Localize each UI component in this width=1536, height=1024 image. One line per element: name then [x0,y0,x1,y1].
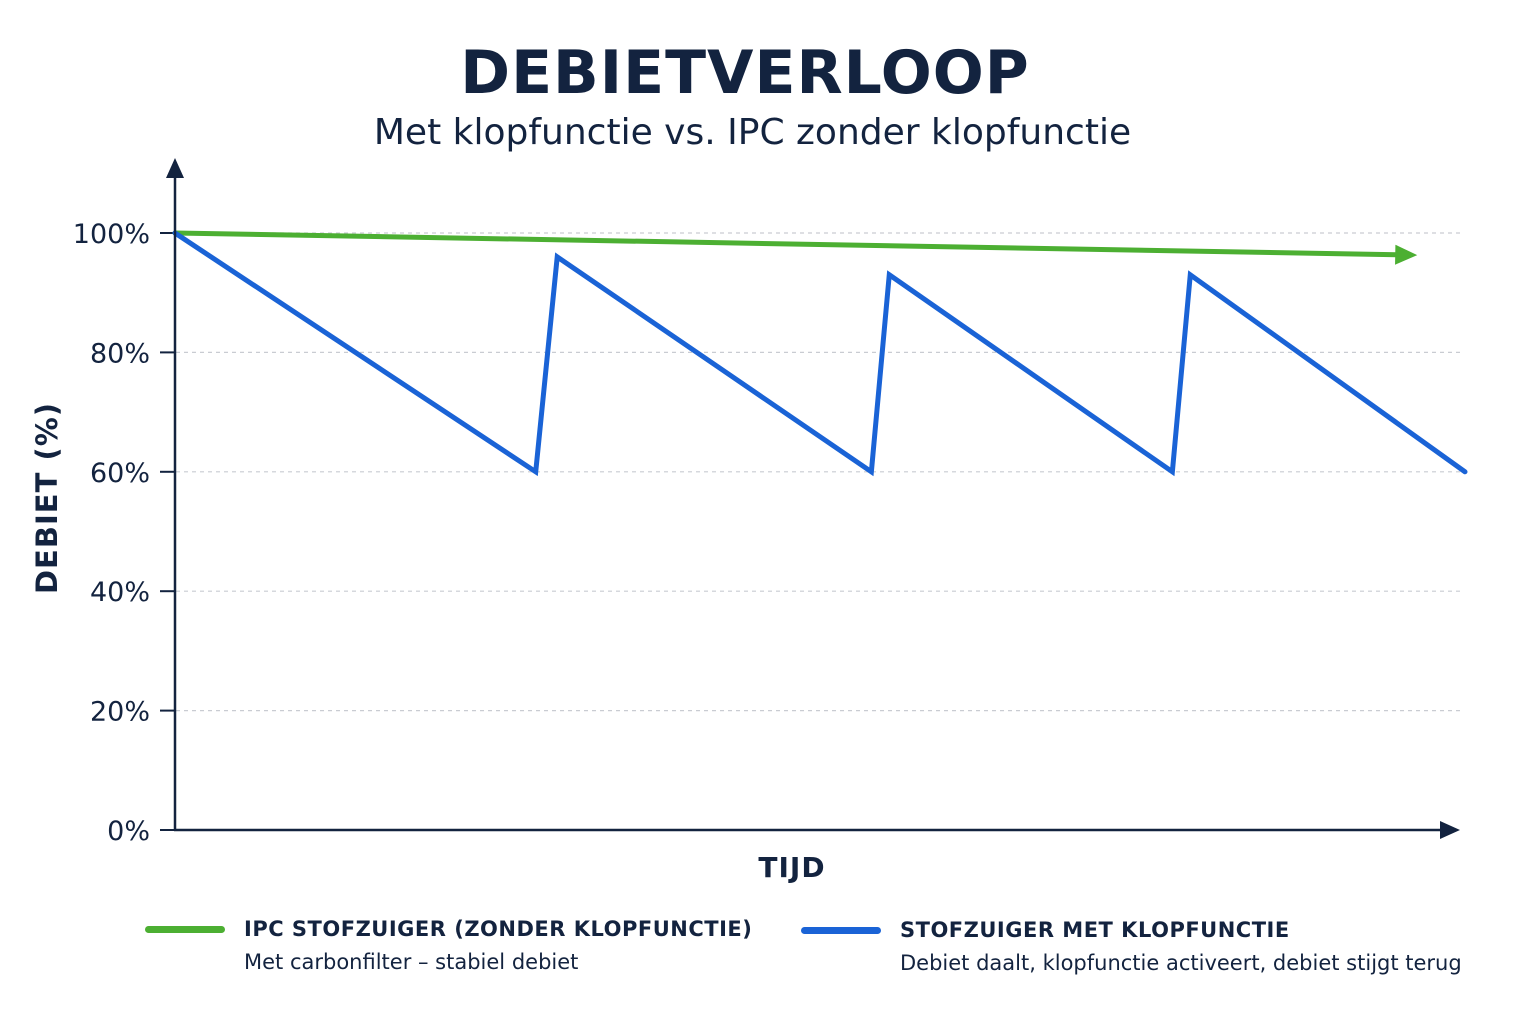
chart-subtitle: Met klopfunctie vs. IPC zonder klopfunct… [373,112,1132,153]
y-tick-label-60: 60% [90,458,150,489]
x-axis-label: TIJD [758,851,825,884]
axis-layer [166,158,1460,839]
grid-layer [176,232,1460,712]
legend-desc-ipc: Met carbonfilter – stabiel debiet [244,950,579,974]
chart-title: DEBIETVERLOOP [460,38,1030,108]
y-tick-label-0: 0% [107,816,150,847]
legend-name-ipc: IPC STOFZUIGER (ZONDER KLOPFUNCTIE) [244,917,753,941]
y-tick-label-40: 40% [90,577,150,608]
legend-desc-klopfunctie: Debiet daalt, klopfunctie activeert, deb… [900,951,1462,975]
y-tick-label-80: 80% [90,338,150,369]
series-layer [172,230,1468,477]
x-axis-arrow-icon [1440,821,1460,839]
y-axis-label: DEBIET (%) [30,402,64,594]
legend-swatch-klopfunctie [801,927,881,934]
series-arrow-icon-0 [1395,244,1418,265]
series-line-0 [172,230,1400,258]
y-axis-arrow-icon [166,158,184,178]
y-tick-label-100: 100% [73,219,150,250]
legend-name-klopfunctie: STOFZUIGER MET KLOPFUNCTIE [900,918,1290,942]
y-tick-layer: 0% 20% 40% 60% 80% 100% [73,219,175,847]
y-tick-label-20: 20% [90,697,150,728]
legend-swatch-ipc [145,926,225,933]
series-line-1 [172,230,1468,477]
